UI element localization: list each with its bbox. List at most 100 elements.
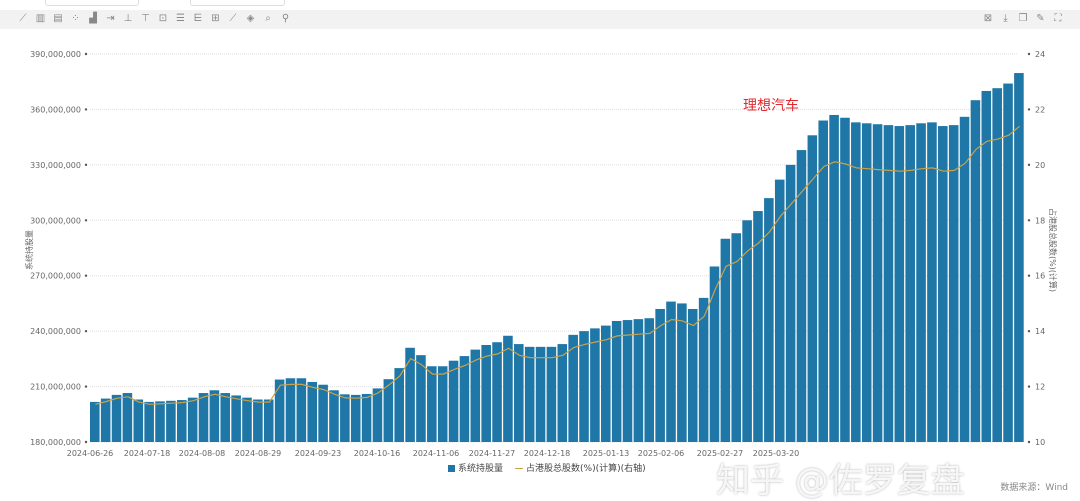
bar[interactable] — [698, 297, 709, 442]
bar[interactable] — [448, 360, 459, 442]
bar[interactable] — [753, 211, 763, 442]
bar[interactable] — [807, 135, 818, 443]
bar[interactable] — [959, 116, 970, 443]
bar[interactable] — [818, 120, 829, 442]
bar[interactable] — [992, 88, 1002, 442]
bar[interactable] — [611, 320, 622, 442]
download-icon[interactable]: ⤓ — [1003, 13, 1008, 24]
zoom-icon[interactable]: ⌕ — [265, 13, 271, 24]
bar[interactable] — [927, 122, 937, 442]
edit-icon[interactable]: ✎ — [1036, 13, 1045, 24]
bar[interactable] — [416, 355, 426, 442]
bar[interactable] — [372, 388, 383, 442]
bar[interactable] — [350, 394, 361, 442]
bar[interactable] — [481, 345, 491, 442]
bar[interactable] — [590, 328, 600, 442]
bar[interactable] — [970, 100, 981, 442]
bar[interactable] — [220, 393, 231, 442]
bar[interactable] — [774, 179, 785, 442]
bar[interactable] — [459, 356, 470, 442]
copy-icon[interactable]: ❐ — [1018, 13, 1028, 24]
bar[interactable] — [535, 346, 546, 442]
filter-input-2[interactable] — [190, 0, 285, 6]
bar[interactable] — [187, 397, 198, 442]
bar[interactable] — [872, 124, 883, 442]
bar[interactable] — [894, 126, 905, 443]
bar[interactable] — [231, 395, 241, 442]
bar-chart-icon[interactable]: ▥ — [35, 13, 46, 24]
bar[interactable] — [742, 220, 752, 442]
scatter-icon[interactable]: ⁘ — [71, 13, 80, 24]
bar[interactable] — [111, 394, 122, 442]
align-icon[interactable]: ⊥ — [123, 13, 133, 24]
legend-item-line[interactable]: 占港股总股数(%)(计算)(右轴) — [515, 461, 646, 474]
draw-line-icon[interactable]: ⟋ — [229, 13, 237, 24]
table-icon[interactable]: ⊞ — [211, 13, 220, 24]
bar[interactable] — [242, 397, 252, 442]
bar[interactable] — [307, 381, 318, 442]
insert-icon[interactable]: ⊡ — [158, 13, 168, 24]
split-icon[interactable]: ⊤ — [141, 13, 150, 24]
bar[interactable] — [405, 347, 415, 442]
bar[interactable] — [122, 393, 133, 442]
fill-color-icon[interactable]: ◈ — [246, 13, 255, 24]
bar[interactable] — [666, 301, 676, 442]
bar[interactable] — [253, 399, 263, 442]
bar[interactable] — [883, 125, 894, 442]
bar[interactable] — [274, 379, 285, 442]
axis-icon[interactable]: ⇥ — [106, 13, 115, 24]
bar[interactable] — [600, 325, 611, 442]
bar[interactable] — [263, 399, 274, 442]
bar[interactable] — [938, 126, 948, 443]
bar[interactable] — [166, 400, 176, 442]
bar[interactable] — [329, 390, 339, 442]
settings-icon[interactable]: ⚲ — [281, 13, 290, 24]
bar[interactable] — [285, 378, 296, 442]
bar[interactable] — [144, 401, 154, 442]
bar[interactable] — [361, 393, 372, 442]
bar[interactable] — [622, 320, 633, 442]
bar[interactable] — [687, 308, 698, 442]
bar[interactable] — [677, 303, 687, 442]
bar[interactable] — [427, 366, 437, 442]
bar[interactable] — [546, 346, 557, 442]
bar[interactable] — [579, 331, 589, 442]
bar[interactable] — [1003, 83, 1013, 443]
bar[interactable] — [176, 400, 187, 442]
fullscreen-icon[interactable]: ⛶ — [1054, 13, 1062, 24]
bar[interactable] — [524, 346, 535, 442]
bar[interactable] — [318, 384, 328, 442]
bar[interactable] — [492, 342, 502, 442]
bar[interactable] — [655, 308, 665, 442]
bar[interactable] — [764, 198, 774, 442]
bar[interactable] — [709, 266, 720, 442]
bar[interactable] — [796, 150, 807, 443]
bar[interactable] — [133, 399, 144, 442]
bar[interactable] — [209, 390, 220, 442]
legend-item-bar[interactable]: 系统持股量 — [448, 461, 503, 474]
bar[interactable] — [981, 90, 992, 442]
bar[interactable] — [905, 125, 915, 442]
grid-lines-icon[interactable]: ⋿ — [193, 13, 203, 24]
bar[interactable] — [829, 114, 839, 442]
bar[interactable] — [861, 123, 872, 443]
bar[interactable] — [785, 164, 796, 442]
area-chart-icon[interactable]: ▟ — [89, 13, 97, 24]
bar[interactable] — [470, 349, 481, 442]
bar[interactable] — [383, 379, 394, 442]
bar[interactable] — [100, 398, 111, 442]
bar[interactable] — [948, 125, 959, 442]
bar[interactable] — [296, 378, 307, 442]
bar[interactable] — [198, 393, 209, 442]
filter-input-1[interactable] — [45, 0, 139, 6]
bar[interactable] — [90, 401, 100, 442]
bar[interactable] — [840, 117, 850, 442]
line-chart-icon[interactable]: ⟋ — [19, 13, 27, 24]
bar[interactable] — [557, 344, 568, 442]
bar[interactable] — [568, 334, 578, 442]
list-icon[interactable]: ☰ — [176, 13, 185, 24]
stacked-bar-icon[interactable]: ▤ — [53, 13, 63, 24]
bar[interactable] — [720, 238, 731, 442]
bar[interactable] — [503, 335, 513, 442]
bar[interactable] — [437, 366, 448, 442]
